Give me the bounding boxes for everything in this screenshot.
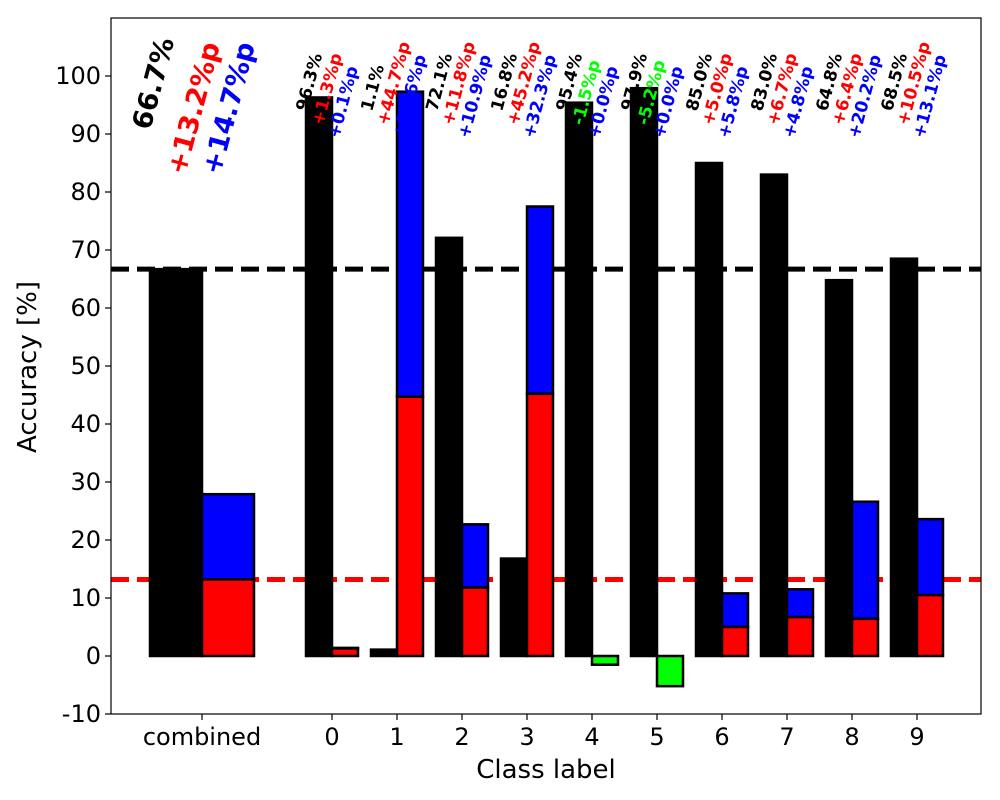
bar-red-gain-0 xyxy=(330,647,360,658)
bar-red-gain-9 xyxy=(915,593,945,658)
x-tick-label-5: 5 xyxy=(649,723,664,751)
y-tick-label-100: 100 xyxy=(55,62,101,90)
bar-blue-gain-1 xyxy=(395,90,425,398)
bar-negative-gain-5 xyxy=(655,654,685,688)
bar-baseline-1 xyxy=(369,648,399,658)
bar-baseline-7 xyxy=(759,173,789,658)
bar-baseline-2 xyxy=(434,236,464,658)
y-tick-label-20: 20 xyxy=(70,526,101,554)
x-tick-label-8: 8 xyxy=(844,723,859,751)
bar-baseline-0 xyxy=(304,96,334,658)
bar-baseline-combined xyxy=(148,267,204,658)
y-tick-label-30: 30 xyxy=(70,468,101,496)
y-tick-label-40: 40 xyxy=(70,410,101,438)
x-tick-label-2: 2 xyxy=(454,723,469,751)
bar-baseline-4 xyxy=(564,101,594,658)
x-tick-label-4: 4 xyxy=(584,723,599,751)
bar-red-gain-6 xyxy=(720,625,750,658)
bar-red-gain-3 xyxy=(525,392,555,658)
bar-red-gain-combined xyxy=(200,578,256,658)
bar-blue-gain-3 xyxy=(525,205,555,396)
x-tick-label-0: 0 xyxy=(324,723,339,751)
x-tick-label-1: 1 xyxy=(389,723,404,751)
y-tick-label-70: 70 xyxy=(70,236,101,264)
y-tick-label-60: 60 xyxy=(70,294,101,322)
bar-baseline-6 xyxy=(694,161,724,658)
bar-red-gain-7 xyxy=(785,615,815,658)
y-tick-label-80: 80 xyxy=(70,178,101,206)
y-tick-label-10: 10 xyxy=(70,584,101,612)
y-tick-label--10: -10 xyxy=(62,700,101,728)
bar-negative-gain-4 xyxy=(590,654,620,666)
y-tick-label-50: 50 xyxy=(70,352,101,380)
bar-baseline-5 xyxy=(629,86,659,658)
bar-baseline-3 xyxy=(499,557,529,658)
x-tick-label-7: 7 xyxy=(779,723,794,751)
bar-baseline-9 xyxy=(889,257,919,658)
bar-red-gain-2 xyxy=(460,586,490,658)
bar-blue-gain-6 xyxy=(720,592,750,629)
bar-blue-gain-2 xyxy=(460,523,490,589)
bar-red-gain-8 xyxy=(850,617,880,658)
x-tick-label-6: 6 xyxy=(714,723,729,751)
y-tick-label-0: 0 xyxy=(86,642,101,670)
bar-blue-gain-combined xyxy=(200,492,256,581)
bar-red-gain-1 xyxy=(395,395,425,658)
y-axis-label: Accuracy [%] xyxy=(13,281,43,453)
annotation-baseline-combined: 66.7% xyxy=(127,34,181,133)
bar-blue-gain-9 xyxy=(915,517,945,597)
x-axis-label: Class label xyxy=(476,755,616,785)
bar-blue-gain-7 xyxy=(785,588,815,619)
x-tick-label-3: 3 xyxy=(519,723,534,751)
bar-blue-gain-8 xyxy=(850,500,880,621)
bar-baseline-8 xyxy=(824,278,854,658)
x-tick-label-combined: combined xyxy=(143,723,261,751)
y-tick-label-90: 90 xyxy=(70,120,101,148)
x-tick-label-9: 9 xyxy=(909,723,924,751)
